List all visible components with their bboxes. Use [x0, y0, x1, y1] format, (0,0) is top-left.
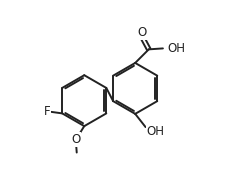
Text: F: F	[44, 105, 50, 118]
Text: O: O	[71, 133, 80, 146]
Text: OH: OH	[168, 42, 186, 55]
Text: OH: OH	[146, 125, 165, 138]
Text: O: O	[138, 26, 147, 39]
